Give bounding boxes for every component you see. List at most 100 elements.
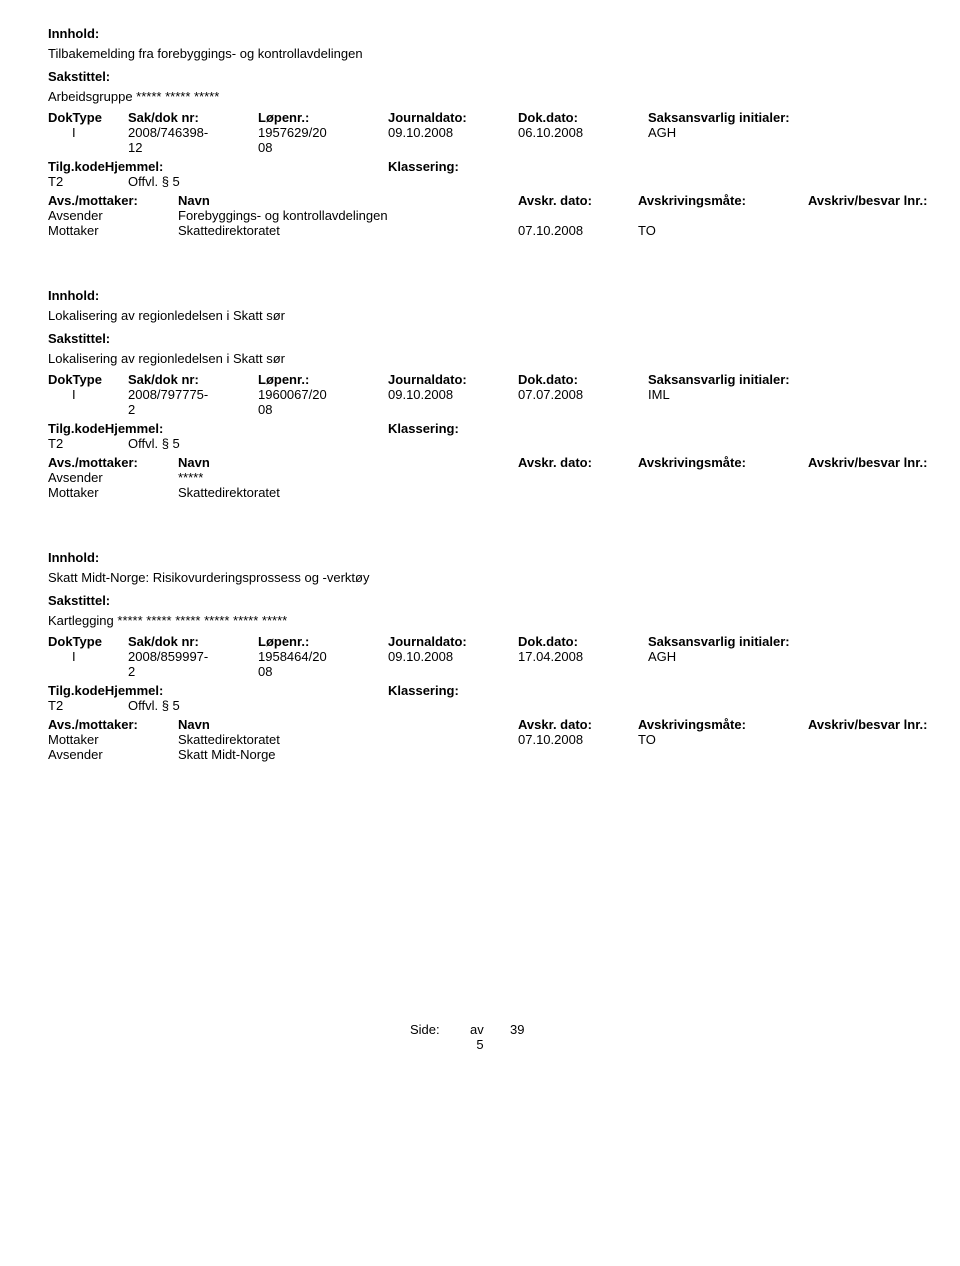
tilgkodehjemmel-header: Tilg.kodeHjemmel: (48, 159, 388, 174)
party-date (518, 485, 638, 500)
party-besvar (808, 485, 960, 500)
klassering-header: Klassering: (388, 421, 688, 436)
sakstittel-text: Arbeidsgruppe ***** ***** ***** (48, 87, 912, 107)
lopenr-value-2: 08 (258, 140, 388, 155)
sakdoknr-value: 2008/797775- (128, 387, 258, 402)
saksansvarlig-header: Saksansvarlig initialer: (648, 110, 868, 125)
journal-record: Innhold:Skatt Midt-Norge: Risikovurderin… (48, 548, 912, 762)
sakstittel-label: Sakstittel: (48, 591, 912, 611)
hjemmel-value: Offvl. § 5 (128, 436, 388, 451)
lopenr-value: 1958464/20 (258, 649, 388, 664)
innhold-label: Innhold: (48, 286, 912, 306)
footer-side-label: Side: (410, 1022, 470, 1037)
tilgkode-value-row: T2Offvl. § 5 (48, 174, 912, 189)
blank (388, 140, 518, 155)
tilgkode-value-row: T2Offvl. § 5 (48, 436, 912, 451)
journaldato-header: Journaldato: (388, 372, 518, 387)
sakstittel-label: Sakstittel: (48, 329, 912, 349)
avskrivbesvar-header: Avskriv/besvar lnr.: (808, 193, 960, 208)
avskrdato-header: Avskr. dato: (518, 455, 638, 470)
blank (48, 664, 128, 679)
dokdato-value: 07.07.2008 (518, 387, 648, 402)
page-footer: Side: av 39 5 (48, 1022, 912, 1052)
innhold-text: Skatt Midt-Norge: Risikovurderingsprosse… (48, 568, 912, 588)
footer-total: 39 (510, 1022, 550, 1037)
blank (518, 140, 648, 155)
avskrivingsmate-header: Avskrivingsmåte: (638, 193, 808, 208)
journaldato-header: Journaldato: (388, 634, 518, 649)
blank (388, 402, 518, 417)
party-date: 07.10.2008 (518, 732, 638, 747)
party-role: Mottaker (48, 732, 178, 747)
doktype-value-row: I2008/746398-1957629/2009.10.200806.10.2… (48, 125, 912, 140)
klassering-value (388, 436, 688, 451)
avskrivbesvar-header: Avskriv/besvar lnr.: (808, 455, 960, 470)
avskrdato-header: Avskr. dato: (518, 717, 638, 732)
navn-header: Navn (178, 193, 518, 208)
party-role: Avsender (48, 208, 178, 223)
innhold-text: Tilbakemelding fra forebyggings- og kont… (48, 44, 912, 64)
doktype-value-row-2: 208 (48, 402, 912, 417)
party-date (518, 747, 638, 762)
party-besvar (808, 208, 960, 223)
doktype-header-row: DokTypeSak/dok nr:Løpenr.:Journaldato:Do… (48, 372, 912, 387)
blank (388, 664, 518, 679)
lopenr-header: Løpenr.: (258, 634, 388, 649)
footer-page: 5 (48, 1037, 912, 1052)
party-name: Skattedirektoratet (178, 732, 518, 747)
tilgkode-value-row: T2Offvl. § 5 (48, 698, 912, 713)
party-row: AvsenderSkatt Midt-Norge (48, 747, 912, 762)
doktype-value-row-2: 1208 (48, 140, 912, 155)
party-row: MottakerSkattedirektoratet07.10.2008TO (48, 223, 912, 238)
party-date: 07.10.2008 (518, 223, 638, 238)
avsmot-header: Avs./mottaker: (48, 455, 178, 470)
sakdoknr-value-2: 2 (128, 402, 258, 417)
lopenr-header: Løpenr.: (258, 110, 388, 125)
hjemmel-value: Offvl. § 5 (128, 174, 388, 189)
party-besvar (808, 470, 960, 485)
party-name: Forebyggings- og kontrollavdelingen (178, 208, 518, 223)
sakdoknr-value: 2008/746398- (128, 125, 258, 140)
dokdato-header: Dok.dato: (518, 372, 648, 387)
doktype-value-row: I2008/859997-1958464/2009.10.200817.04.2… (48, 649, 912, 664)
sakstittel-text: Lokalisering av regionledelsen i Skatt s… (48, 349, 912, 369)
avsmot-header: Avs./mottaker: (48, 193, 178, 208)
avsmot-header-row: Avs./mottaker:NavnAvskr. dato:Avskriving… (48, 455, 912, 470)
party-row: MottakerSkattedirektoratet (48, 485, 912, 500)
dokdato-header: Dok.dato: (518, 634, 648, 649)
avsmot-header: Avs./mottaker: (48, 717, 178, 732)
tilgkode-header-row: Tilg.kodeHjemmel:Klassering: (48, 159, 912, 174)
initialer-value: AGH (648, 125, 868, 140)
journal-record: Innhold:Lokalisering av regionledelsen i… (48, 286, 912, 500)
klassering-value (388, 174, 688, 189)
journaldato-value: 09.10.2008 (388, 387, 518, 402)
tilgkode-header-row: Tilg.kodeHjemmel:Klassering: (48, 683, 912, 698)
party-besvar (808, 223, 960, 238)
sakdoknr-header: Sak/dok nr: (128, 110, 258, 125)
party-besvar (808, 732, 960, 747)
initialer-value: AGH (648, 649, 868, 664)
klassering-value (388, 698, 688, 713)
party-mode (638, 470, 808, 485)
lopenr-value: 1960067/20 (258, 387, 388, 402)
tilgkode-value: T2 (48, 436, 128, 451)
klassering-header: Klassering: (388, 683, 688, 698)
innhold-text: Lokalisering av regionledelsen i Skatt s… (48, 306, 912, 326)
dokdato-value: 06.10.2008 (518, 125, 648, 140)
party-row: MottakerSkattedirektoratet07.10.2008TO (48, 732, 912, 747)
saksansvarlig-header: Saksansvarlig initialer: (648, 634, 868, 649)
party-name: Skattedirektoratet (178, 485, 518, 500)
tilgkodehjemmel-header: Tilg.kodeHjemmel: (48, 683, 388, 698)
navn-header: Navn (178, 455, 518, 470)
tilgkode-header-row: Tilg.kodeHjemmel:Klassering: (48, 421, 912, 436)
avskrivbesvar-header: Avskriv/besvar lnr.: (808, 717, 960, 732)
party-mode (638, 485, 808, 500)
blank (648, 664, 868, 679)
doktype-value: I (48, 387, 128, 402)
initialer-value: IML (648, 387, 868, 402)
doktype-value: I (48, 125, 128, 140)
journaldato-value: 09.10.2008 (388, 125, 518, 140)
blank (648, 402, 868, 417)
party-row: AvsenderForebyggings- og kontrollavdelin… (48, 208, 912, 223)
hjemmel-value: Offvl. § 5 (128, 698, 388, 713)
